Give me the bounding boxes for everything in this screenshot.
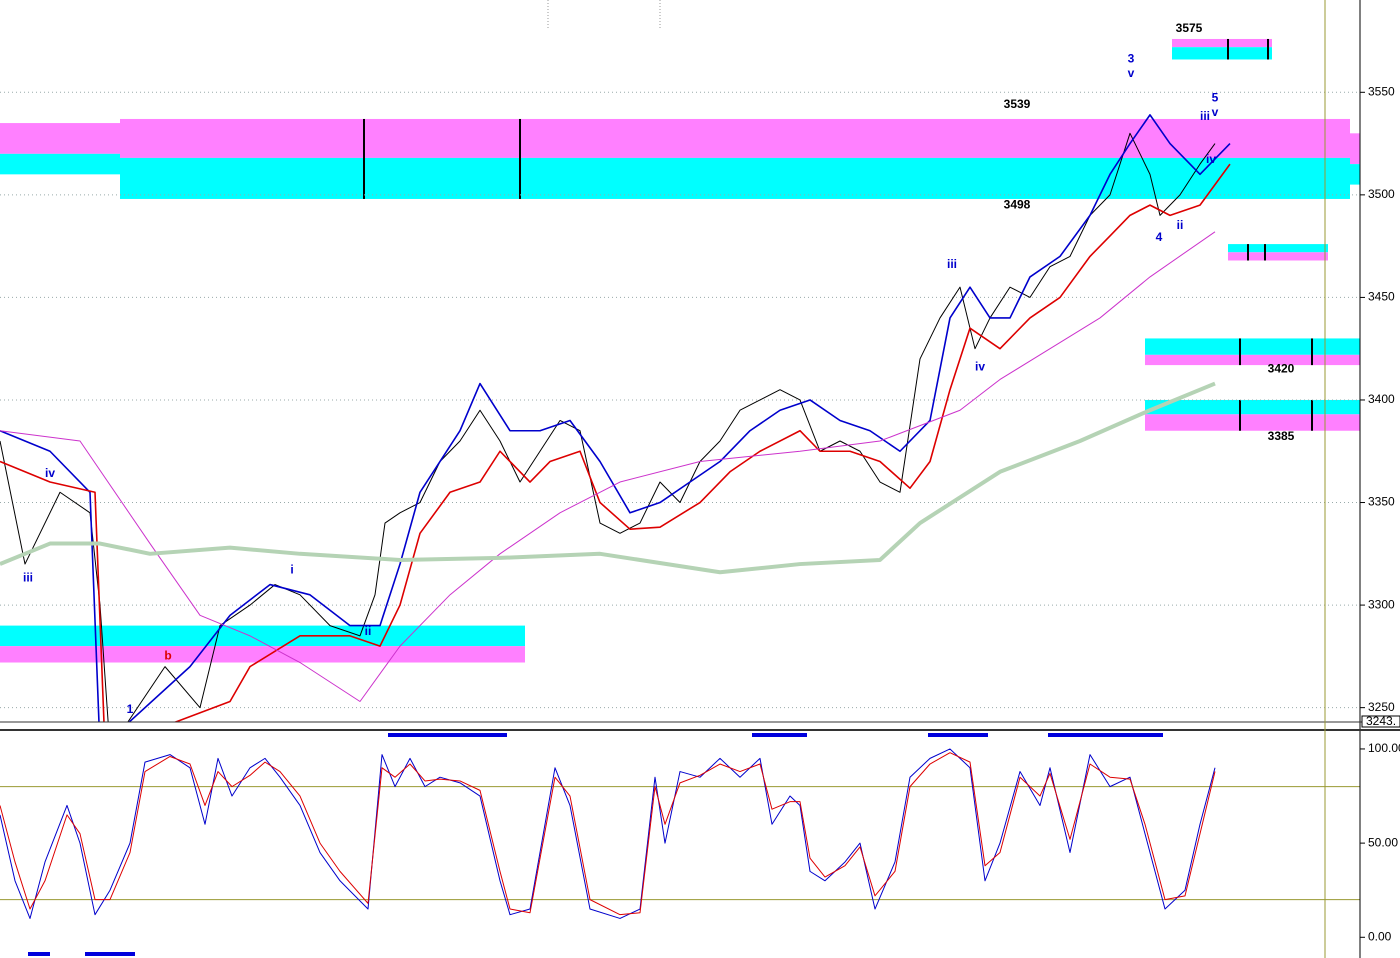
annotation: iii	[947, 257, 957, 271]
y-tick-label: 3350	[1368, 495, 1395, 509]
y-tick-label: 3400	[1368, 392, 1395, 406]
annotation: 3539	[1004, 97, 1031, 111]
zone-band	[0, 153, 120, 175]
annotation: iii	[23, 571, 33, 585]
y-tick-label: 0.00	[1368, 929, 1392, 943]
signal-bar	[28, 952, 50, 956]
zone-band	[120, 157, 1350, 199]
zone-band	[1228, 252, 1328, 261]
annotation: v	[1212, 105, 1219, 119]
annotation: iv	[45, 466, 55, 480]
y-tick-label: 50.00	[1368, 835, 1398, 849]
y-tick-label: 3300	[1368, 597, 1395, 611]
signal-bar	[1048, 733, 1163, 737]
stochastic-panel	[0, 748, 1360, 919]
series-line	[0, 752, 1216, 916]
price-tag: 3243.	[1366, 714, 1396, 728]
series-line	[0, 231, 1216, 702]
annotation: ii	[365, 624, 372, 638]
zone-band	[1228, 244, 1328, 253]
annotation: 1	[127, 702, 134, 716]
annotation: 5	[1212, 91, 1219, 105]
annotation: iv	[1206, 152, 1216, 166]
annotation: i	[290, 562, 293, 576]
zone-band	[0, 625, 525, 647]
series-line	[0, 748, 1216, 919]
zone-band	[120, 118, 1350, 158]
annotation: 3	[1128, 52, 1135, 66]
y-tick-label: 3550	[1368, 84, 1395, 98]
annotation: 4	[1156, 230, 1163, 244]
zone-band	[1172, 47, 1272, 60]
price-panel: 35753539349834203385iviiib1iiiiiiiv3v4ii…	[0, 21, 1360, 722]
annotation: 3498	[1004, 197, 1031, 211]
signal-bar	[85, 952, 135, 956]
series-line	[0, 114, 1231, 722]
series-line	[0, 381, 1216, 575]
signal-bar	[388, 733, 507, 737]
series-line	[0, 163, 1231, 722]
signal-bar	[928, 733, 988, 737]
annotation: iv	[975, 359, 985, 373]
zone-band	[0, 646, 525, 663]
zone-band	[1350, 133, 1360, 165]
zone-band	[1145, 338, 1360, 355]
zone-band	[1145, 354, 1360, 366]
annotation: 3420	[1268, 361, 1295, 375]
zone-band	[1172, 38, 1272, 48]
y-tick-label: 100.00	[1368, 741, 1400, 755]
zone-band	[1145, 414, 1360, 431]
annotation: 3575	[1176, 21, 1203, 35]
zone-band	[0, 123, 120, 154]
annotation: ii	[1177, 218, 1184, 232]
annotation: 3385	[1268, 429, 1295, 443]
y-tick-label: 3250	[1368, 700, 1395, 714]
signal-bar	[752, 733, 807, 737]
y-tick-label: 3450	[1368, 290, 1395, 304]
annotation: b	[164, 649, 171, 663]
y-tick-label: 3500	[1368, 187, 1395, 201]
zone-band	[1145, 399, 1360, 415]
series-line	[0, 132, 1216, 722]
price-tag-box	[1361, 715, 1400, 728]
zone-band	[1350, 164, 1360, 185]
annotation: v	[1128, 66, 1135, 80]
annotation: iii	[1200, 109, 1210, 123]
